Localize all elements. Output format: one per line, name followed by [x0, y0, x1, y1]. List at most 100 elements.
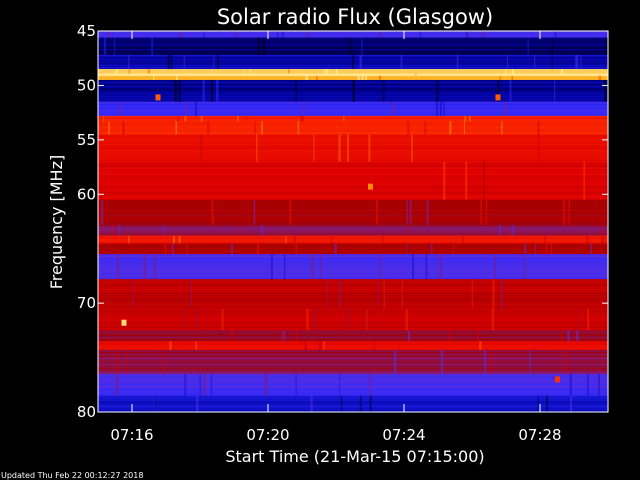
y-tick-label: 45: [77, 22, 96, 40]
noise-streak: [169, 341, 172, 350]
noise-streak: [334, 243, 337, 255]
noise-streak: [484, 349, 487, 374]
spectral-line: [98, 222, 608, 224]
noise-streak: [377, 279, 380, 309]
x-tick-label: 07:24: [382, 426, 425, 444]
noise-streak: [325, 279, 328, 309]
noise-streak: [183, 54, 185, 70]
noise-streak: [439, 254, 442, 280]
noise-streak: [392, 101, 395, 116]
spectral-line: [98, 215, 608, 217]
spectral-line: [98, 283, 608, 285]
noise-streak: [282, 330, 285, 342]
noise-streak: [405, 308, 408, 331]
noise-streak: [368, 134, 371, 162]
spectral-line: [98, 163, 608, 165]
noise-streak: [261, 224, 263, 236]
noise-streak: [304, 341, 307, 350]
noise-streak: [239, 224, 241, 236]
noise-streak: [537, 121, 540, 135]
spectral-line: [98, 258, 608, 260]
noise-streak: [551, 54, 553, 70]
noise-streak: [261, 121, 263, 135]
plot-area: [98, 31, 608, 413]
spectral-line: [98, 77, 608, 80]
noise-streak: [406, 224, 409, 236]
noise-streak: [153, 395, 156, 412]
noise-streak: [568, 199, 571, 225]
noise-streak: [492, 279, 495, 309]
noise-streak: [287, 69, 290, 74]
noise-streak: [243, 69, 245, 74]
noise-streak: [534, 243, 537, 255]
spectral-line: [98, 177, 608, 179]
spectral-line: [98, 151, 608, 154]
noise-streak: [504, 101, 507, 116]
noise-streak: [602, 224, 605, 236]
noise-streak: [122, 121, 125, 135]
spectral-line: [98, 249, 608, 252]
spectral-line: [98, 41, 608, 43]
noise-streak: [365, 75, 367, 80]
spectral-line: [98, 285, 608, 287]
spectral-line: [98, 263, 608, 265]
noise-streak: [324, 69, 326, 74]
noise-streak: [216, 79, 219, 102]
spectral-line: [98, 357, 608, 360]
noise-streak: [587, 73, 589, 76]
noise-streak: [264, 373, 268, 396]
spectral-line: [98, 69, 608, 71]
noise-streak: [534, 54, 536, 70]
noise-streak: [199, 373, 201, 396]
spectral-line: [98, 207, 608, 209]
noise-streak: [504, 69, 506, 74]
noise-streak: [108, 31, 110, 38]
noise-streak: [143, 254, 146, 280]
spectral-line: [98, 397, 608, 399]
noise-streak: [114, 224, 117, 236]
noise-streak: [339, 373, 341, 396]
x-tick-label: 07:20: [246, 426, 289, 444]
noise-streak: [554, 79, 556, 102]
spectral-line: [98, 377, 608, 380]
noise-streak: [550, 243, 553, 255]
noise-streak: [210, 79, 213, 102]
spectral-line: [98, 310, 608, 312]
noise-streak: [448, 330, 451, 342]
noise-streak: [424, 121, 427, 135]
noise-streak: [303, 101, 305, 116]
noise-streak: [249, 69, 252, 74]
noise-streak: [443, 161, 446, 200]
noise-streak: [255, 134, 258, 162]
spectral-line: [98, 328, 608, 330]
noise-streak: [163, 349, 165, 374]
noise-streak: [276, 31, 279, 38]
noise-streak: [256, 243, 260, 255]
spectral-line: [98, 324, 608, 326]
noise-streak: [411, 134, 413, 162]
noise-streak: [560, 69, 563, 74]
noise-streak: [258, 37, 260, 55]
noise-streak: [326, 69, 329, 74]
noise-streak: [578, 308, 580, 331]
spectral-line: [98, 123, 608, 125]
noise-streak: [406, 243, 408, 255]
noise-streak: [452, 243, 454, 255]
spectral-line: [98, 201, 608, 203]
noise-streak: [511, 69, 514, 74]
noise-streak: [465, 31, 469, 38]
spectral-line: [98, 49, 608, 51]
noise-streak: [379, 254, 382, 280]
spectral-line: [98, 134, 608, 136]
spectral-line: [98, 290, 608, 293]
noise-streak: [194, 101, 197, 116]
noise-streak: [108, 121, 110, 135]
noise-streak: [464, 115, 467, 122]
noise-streak: [346, 134, 349, 162]
noise-streak: [576, 330, 579, 342]
spectral-line: [98, 175, 608, 177]
spectral-line: [98, 336, 608, 339]
spectral-line: [98, 347, 608, 350]
spectral-line: [98, 126, 608, 129]
spectral-line: [98, 105, 608, 108]
